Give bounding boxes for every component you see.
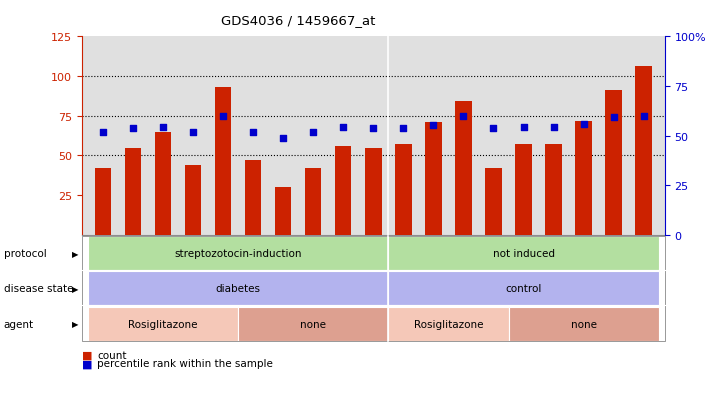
Point bbox=[518, 124, 529, 131]
Bar bbox=[425, 123, 442, 235]
Point bbox=[218, 113, 229, 120]
Bar bbox=[275, 188, 292, 235]
Bar bbox=[636, 67, 652, 235]
Point bbox=[608, 115, 619, 121]
Point bbox=[97, 129, 109, 135]
Bar bbox=[215, 88, 231, 235]
Bar bbox=[395, 145, 412, 235]
Text: GDS4036 / 1459667_at: GDS4036 / 1459667_at bbox=[221, 14, 376, 27]
Point bbox=[277, 135, 289, 142]
Text: ■: ■ bbox=[82, 350, 92, 360]
Bar bbox=[305, 169, 321, 235]
Bar bbox=[245, 161, 262, 235]
Text: ▶: ▶ bbox=[72, 319, 78, 328]
Point bbox=[548, 124, 560, 131]
Text: not induced: not induced bbox=[493, 249, 555, 259]
Bar bbox=[124, 148, 141, 235]
Text: Rosiglitazone: Rosiglitazone bbox=[414, 319, 483, 329]
Bar bbox=[485, 169, 502, 235]
Point bbox=[488, 126, 499, 133]
Text: Rosiglitazone: Rosiglitazone bbox=[128, 319, 198, 329]
Text: ■: ■ bbox=[82, 358, 92, 368]
Bar bbox=[455, 102, 471, 235]
Bar bbox=[365, 148, 382, 235]
Text: diabetes: diabetes bbox=[215, 284, 260, 294]
Point bbox=[397, 126, 409, 133]
Text: ▶: ▶ bbox=[72, 249, 78, 258]
Text: streptozotocin-induction: streptozotocin-induction bbox=[174, 249, 301, 259]
Point bbox=[157, 124, 169, 131]
Point bbox=[458, 113, 469, 120]
Text: none: none bbox=[300, 319, 326, 329]
Point bbox=[247, 129, 259, 135]
Point bbox=[428, 123, 439, 129]
Text: agent: agent bbox=[4, 319, 33, 329]
Text: percentile rank within the sample: percentile rank within the sample bbox=[97, 358, 273, 368]
Bar bbox=[155, 132, 171, 235]
Text: protocol: protocol bbox=[4, 249, 46, 259]
Point bbox=[638, 113, 649, 120]
Bar bbox=[335, 147, 351, 235]
Bar bbox=[185, 166, 201, 235]
Text: count: count bbox=[97, 350, 127, 360]
Text: disease state: disease state bbox=[4, 284, 73, 294]
Bar bbox=[575, 121, 592, 235]
Bar bbox=[606, 91, 622, 235]
Point bbox=[578, 121, 589, 128]
Text: ▶: ▶ bbox=[72, 284, 78, 293]
Text: none: none bbox=[571, 319, 597, 329]
Bar bbox=[515, 145, 532, 235]
Text: control: control bbox=[506, 284, 542, 294]
Point bbox=[127, 126, 139, 133]
Point bbox=[307, 129, 319, 135]
Point bbox=[187, 129, 198, 135]
Point bbox=[338, 124, 349, 131]
Point bbox=[368, 126, 379, 133]
Bar bbox=[95, 169, 111, 235]
Bar bbox=[545, 145, 562, 235]
